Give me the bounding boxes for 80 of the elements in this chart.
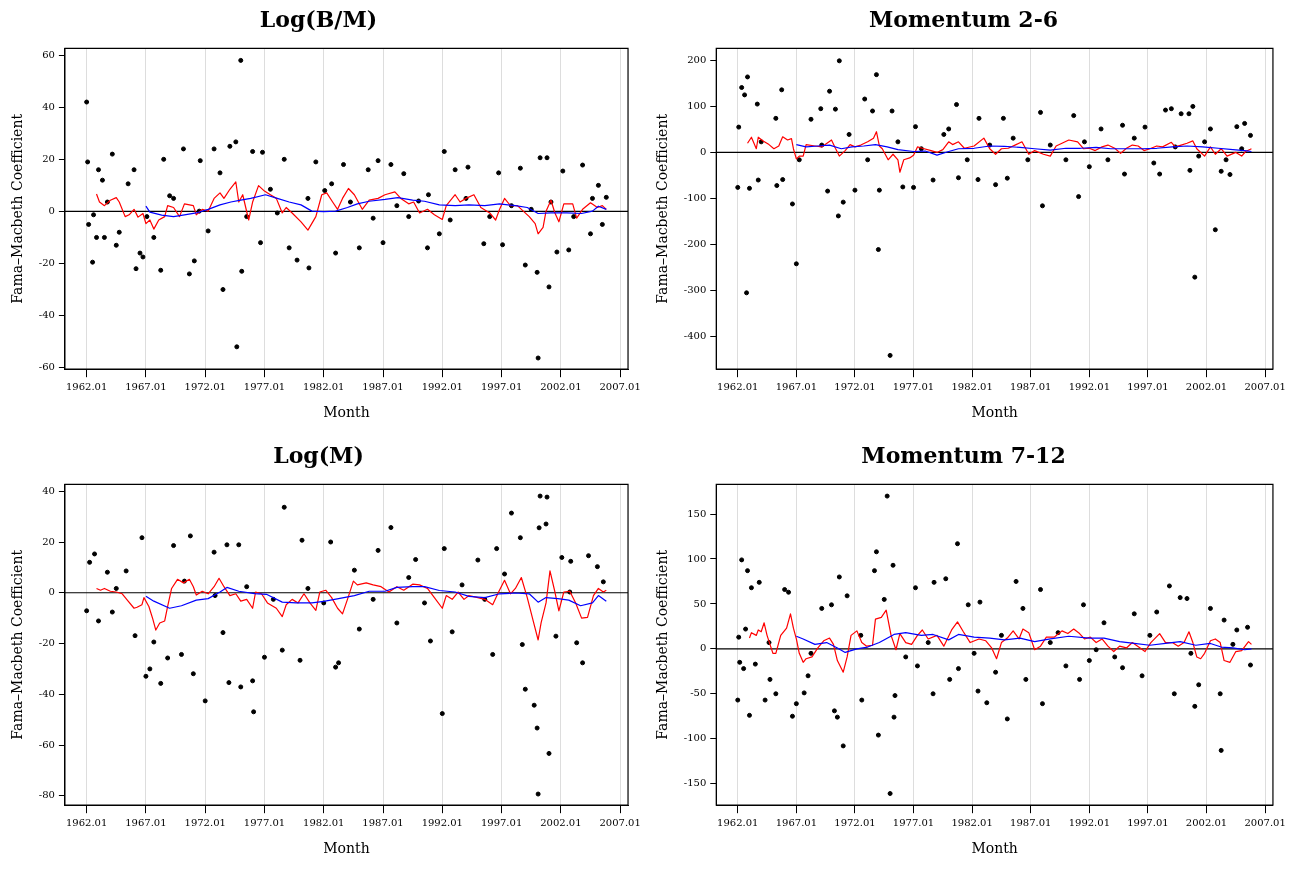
y-axis-title: Fama–Macbeth Coefficient (9, 113, 26, 304)
x-tick-label: 1972.01 (834, 380, 876, 392)
x-tick-label: 2002.01 (1185, 816, 1228, 828)
x-tick-label: 1982.01 (303, 816, 345, 828)
y-axis-title: Fama–Macbeth Coefficient (654, 549, 671, 740)
y-tick-label: -60 (38, 361, 55, 373)
x-tick-label: 1962.01 (717, 816, 759, 828)
x-tick-label: 1987.01 (1010, 816, 1052, 828)
x-tick-label: 1992.01 (421, 816, 463, 828)
x-tick-label: 1987.01 (362, 816, 404, 828)
y-tick-label: 0 (48, 205, 55, 216)
y-tick-label: 40 (42, 484, 55, 496)
y-axis-title: Fama–Macbeth Coefficient (9, 549, 26, 740)
x-tick-label: 2002.01 (1185, 380, 1228, 392)
x-tick-label: 1972.01 (184, 380, 226, 392)
y-tick-label: -100 (683, 732, 707, 744)
y-tick-label: 20 (42, 535, 55, 547)
y-tick-label: -40 (38, 687, 55, 699)
x-tick-label: 1997.01 (1127, 816, 1169, 828)
y-tick-label: -20 (38, 637, 55, 649)
y-tick-label: 60 (42, 48, 55, 60)
y-tick-label: 100 (687, 552, 707, 564)
y-tick-label: -150 (683, 777, 707, 789)
x-tick-label: 2002.01 (540, 816, 582, 828)
y-tick-label: 40 (42, 100, 55, 112)
x-tick-label: 1972.01 (184, 816, 226, 828)
x-tick-label: 1977.01 (243, 816, 286, 828)
y-tick-label: -200 (683, 238, 707, 250)
chart-title: Log(B/M) (259, 5, 378, 32)
x-tick-label: 1997.01 (1127, 380, 1169, 392)
x-tick-label: 1967.01 (125, 380, 167, 392)
y-tick-label: -20 (38, 257, 55, 269)
x-tick-label: 2007.01 (1244, 816, 1286, 828)
y-tick-label: 0 (699, 146, 707, 158)
chart-title: Momentum 2-6 (868, 5, 1059, 32)
y-tick-label: 0 (48, 586, 55, 598)
y-tick-label: -40 (38, 309, 55, 321)
x-tick-label: 1977.01 (892, 380, 935, 392)
x-axis-title: Month (323, 404, 370, 421)
x-tick-label: 1972.01 (834, 816, 876, 828)
y-tick-label: -60 (38, 738, 55, 750)
x-tick-label: 1982.01 (951, 380, 993, 392)
y-tick-label: 100 (687, 99, 707, 111)
x-tick-label: 1962.01 (717, 380, 759, 392)
x-tick-label: 1997.01 (480, 816, 523, 828)
y-tick-label: 50 (693, 597, 707, 609)
y-axis-title: Fama–Macbeth Coefficient (654, 113, 671, 304)
y-tick-label: 20 (42, 152, 55, 164)
x-tick-label: 1977.01 (892, 816, 935, 828)
x-tick-label: 2002.01 (540, 380, 582, 392)
y-tick-label: -300 (683, 284, 707, 296)
x-tick-label: 1967.01 (125, 816, 167, 828)
x-tick-label: 1967.01 (775, 380, 818, 392)
y-tick-label: 0 (699, 642, 707, 654)
y-tick-label: -100 (683, 192, 707, 204)
x-axis-title: Month (971, 404, 1018, 421)
x-tick-label: 1982.01 (951, 816, 993, 828)
y-tick-label: 150 (687, 507, 707, 519)
x-tick-label: 1982.01 (303, 380, 345, 392)
x-tick-label: 1997.01 (480, 380, 523, 392)
y-tick-label: -50 (690, 687, 707, 699)
x-tick-label: 1977.01 (243, 380, 286, 392)
x-axis-title: Month (323, 840, 370, 857)
y-tick-label: 200 (687, 53, 707, 65)
chart-title: Log(M) (273, 441, 364, 468)
x-tick-label: 2007.01 (599, 380, 641, 392)
x-tick-label: 1987.01 (362, 380, 404, 392)
x-tick-label: 1992.01 (421, 380, 463, 392)
x-tick-label: 1962.01 (65, 816, 108, 828)
x-tick-label: 2007.01 (1244, 380, 1286, 392)
x-tick-label: 1962.01 (65, 380, 108, 392)
y-tick-label: -400 (683, 330, 707, 342)
x-tick-label: 2007.01 (599, 816, 641, 828)
x-tick-label: 1992.01 (1068, 380, 1111, 392)
x-tick-label: 1992.01 (1068, 816, 1111, 828)
y-tick-label: -80 (38, 789, 55, 801)
chart-title: Momentum 7-12 (861, 441, 1066, 468)
x-tick-label: 1987.01 (1010, 380, 1052, 392)
x-axis-title: Month (971, 840, 1018, 857)
x-tick-label: 1967.01 (775, 816, 818, 828)
